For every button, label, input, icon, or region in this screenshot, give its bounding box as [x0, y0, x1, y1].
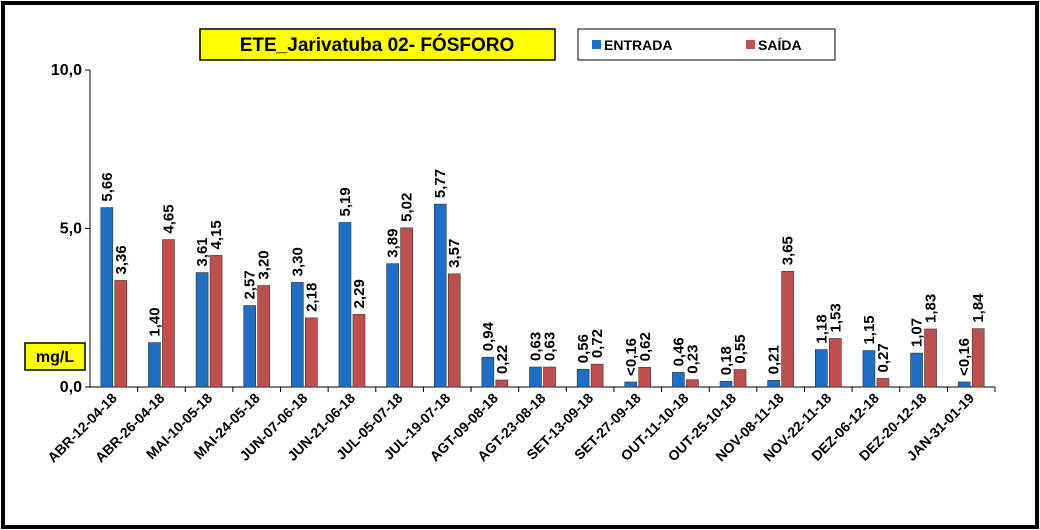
bar — [686, 379, 699, 388]
data-label: 5,19 — [337, 187, 354, 216]
bar — [862, 350, 876, 388]
data-label: 5,77 — [432, 169, 449, 198]
data-label: 2,57 — [242, 270, 259, 299]
data-label: 4,15 — [208, 220, 225, 249]
bar — [352, 314, 366, 388]
data-label: 3,30 — [289, 247, 306, 276]
y-tick-label: 10,0 — [51, 62, 82, 79]
data-label: 3,61 — [194, 237, 211, 266]
data-label: 3,65 — [780, 236, 797, 265]
bar — [386, 263, 399, 388]
data-label: 5,66 — [99, 172, 116, 201]
data-label: 0,18 — [718, 346, 735, 375]
bar — [243, 305, 257, 388]
legend-label: SAÍDA — [758, 37, 802, 53]
bar — [114, 280, 128, 388]
bar — [638, 367, 652, 388]
legend-label: ENTRADA — [604, 37, 672, 53]
bar — [924, 328, 937, 388]
data-label: 2,18 — [303, 283, 320, 312]
data-label: 0,21 — [766, 345, 783, 374]
bar — [624, 381, 638, 388]
bar — [576, 368, 590, 388]
data-label: 4,65 — [160, 204, 177, 233]
data-label: 0,63 — [528, 332, 545, 361]
data-label: 3,89 — [385, 228, 402, 257]
y-label: mg/L — [36, 349, 74, 366]
bar — [148, 342, 161, 388]
data-label: 3,20 — [256, 250, 273, 279]
bar — [781, 270, 794, 388]
bar — [719, 380, 733, 388]
data-label: 2,29 — [351, 279, 368, 308]
bar — [400, 227, 413, 388]
data-label: 5,02 — [399, 193, 416, 222]
data-label: 1,15 — [861, 315, 878, 344]
data-label: 0,63 — [542, 332, 559, 361]
data-label: 0,94 — [480, 321, 497, 351]
data-label: 0,23 — [684, 345, 701, 374]
data-label: 1,83 — [923, 294, 940, 323]
bar — [733, 369, 747, 388]
bar — [305, 317, 318, 388]
data-label: 1,40 — [146, 307, 163, 336]
bar — [195, 272, 209, 388]
bar — [876, 378, 890, 388]
legend-swatch — [592, 40, 601, 49]
bar — [257, 285, 271, 388]
title-box — [199, 28, 556, 61]
bar — [910, 352, 923, 388]
data-label: <0,16 — [623, 338, 640, 376]
bar — [529, 366, 542, 388]
data-label: 3,57 — [446, 239, 463, 268]
bar — [814, 349, 828, 388]
chart-title: ETE_Jarivatuba 02- FÓSFORO — [240, 34, 515, 56]
bar — [291, 282, 304, 388]
legend — [577, 28, 836, 61]
bar — [672, 372, 685, 388]
bar — [767, 380, 780, 388]
y-label-box — [24, 342, 86, 371]
data-label: 0,22 — [494, 345, 511, 374]
bar — [447, 273, 461, 388]
data-label: 1,07 — [909, 318, 926, 347]
data-label: 3,36 — [113, 245, 130, 274]
bar — [338, 222, 352, 388]
data-label: 1,18 — [813, 314, 830, 343]
bar — [957, 381, 971, 388]
legend-swatch — [746, 40, 755, 49]
bar — [100, 207, 114, 388]
data-label: 0,55 — [732, 334, 749, 363]
data-label: 0,56 — [575, 334, 592, 363]
data-label: <0,16 — [956, 338, 973, 376]
bar — [543, 366, 556, 388]
bar — [209, 255, 223, 388]
bar — [162, 239, 175, 388]
y-tick-label: 5,0 — [60, 221, 82, 238]
data-label: 0,62 — [637, 332, 654, 361]
data-label: 0,72 — [589, 329, 606, 358]
data-label: 0,27 — [875, 343, 892, 372]
bar — [481, 356, 495, 388]
data-label: 1,84 — [970, 293, 987, 323]
data-label: 0,46 — [670, 337, 687, 366]
bar — [828, 338, 842, 388]
bar — [590, 363, 604, 388]
bar — [433, 203, 447, 388]
data-label: 1,53 — [827, 303, 844, 332]
bar — [971, 328, 985, 388]
y-tick-label: 0,0 — [60, 379, 82, 396]
bar — [495, 379, 509, 388]
